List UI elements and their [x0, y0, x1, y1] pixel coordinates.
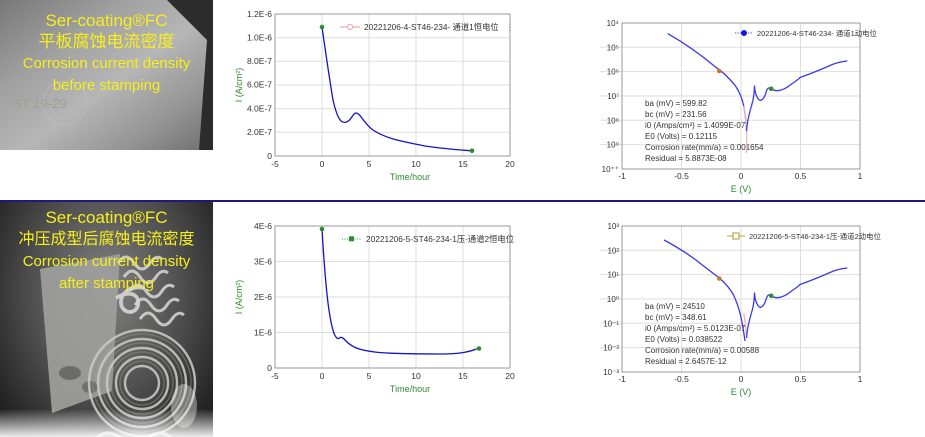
svg-text:-0.5: -0.5	[674, 171, 689, 181]
svg-text:Residual = 5.8873E-08: Residual = 5.8873E-08	[645, 154, 727, 163]
svg-text:ba (mV) = 24510: ba (mV) = 24510	[645, 302, 705, 311]
svg-text:-5: -5	[271, 371, 279, 381]
svg-text:0: 0	[739, 171, 744, 181]
svg-text:2.0E-7: 2.0E-7	[247, 127, 272, 137]
svg-text:bc (mV) = 231.56: bc (mV) = 231.56	[645, 110, 707, 119]
svg-text:0: 0	[320, 159, 325, 169]
svg-text:i0 (Amps/cm²) = 1.4099E-07: i0 (Amps/cm²) = 1.4099E-07	[645, 121, 746, 130]
svg-text:i0 (Amps/cm²) = 5.0123E-07: i0 (Amps/cm²) = 5.0123E-07	[645, 324, 746, 333]
svg-text:Corrosion rate(mm/a) = 0.00588: Corrosion rate(mm/a) = 0.00588	[645, 346, 760, 355]
svg-text:E (V): E (V)	[731, 387, 752, 397]
svg-text:0.5: 0.5	[795, 171, 807, 181]
svg-text:I (A/cm²): I (A/cm²)	[234, 68, 244, 103]
svg-text:1: 1	[858, 171, 863, 181]
svg-text:-0.5: -0.5	[674, 374, 689, 384]
svg-text:10: 10	[411, 159, 421, 169]
svg-text:Time/hour: Time/hour	[390, 172, 430, 182]
svg-text:E (V): E (V)	[731, 184, 752, 194]
svg-text:Time/hour: Time/hour	[390, 384, 430, 394]
svg-text:10: 10	[411, 371, 421, 381]
svg-text:15: 15	[458, 159, 468, 169]
svg-text:ba (mV) = 599.82: ba (mV) = 599.82	[645, 99, 708, 108]
svg-text:1E-6: 1E-6	[254, 328, 272, 338]
svg-text:20221206-5-ST46-234-1压-通道2恒电位: 20221206-5-ST46-234-1压-通道2恒电位	[366, 234, 514, 244]
svg-text:20: 20	[505, 159, 515, 169]
svg-text:bc (mV) = 348.61: bc (mV) = 348.61	[645, 313, 707, 322]
svg-text:0: 0	[320, 371, 325, 381]
svg-text:4.0E-7: 4.0E-7	[247, 103, 272, 113]
svg-text:3E-6: 3E-6	[254, 257, 272, 267]
svg-text:20: 20	[505, 371, 515, 381]
svg-text:-5: -5	[271, 159, 279, 169]
svg-text:1.0E-6: 1.0E-6	[247, 33, 272, 43]
svg-text:0.5: 0.5	[795, 374, 807, 384]
svg-text:6.0E-7: 6.0E-7	[247, 80, 272, 90]
svg-text:Residual = 2.6457E-12: Residual = 2.6457E-12	[645, 357, 727, 366]
svg-text:⋮: ⋮	[505, 22, 514, 32]
svg-text:4E-6: 4E-6	[254, 221, 272, 231]
svg-text:20221206-4-ST46-234- 通道1动电位: 20221206-4-ST46-234- 通道1动电位	[757, 29, 878, 38]
svg-text:I (A/cm²): I (A/cm²)	[234, 280, 244, 315]
svg-text:8.0E-7: 8.0E-7	[247, 56, 272, 66]
svg-text:2E-6: 2E-6	[254, 292, 272, 302]
svg-text:1.2E-6: 1.2E-6	[247, 9, 272, 19]
svg-text:5: 5	[367, 159, 372, 169]
svg-text:E0 (Volts) = 0.12115: E0 (Volts) = 0.12115	[645, 132, 718, 141]
svg-text:5: 5	[367, 371, 372, 381]
svg-text:0: 0	[739, 374, 744, 384]
svg-text:15: 15	[458, 371, 468, 381]
svg-text:E0 (Volts) = 0.038522: E0 (Volts) = 0.038522	[645, 335, 723, 344]
svg-text:20221206-5-ST46-234-1压-通道2动电位: 20221206-5-ST46-234-1压-通道2动电位	[749, 232, 881, 241]
svg-text:1: 1	[858, 374, 863, 384]
svg-text:20221206-4-ST46-234- 通道1恒电位: 20221206-4-ST46-234- 通道1恒电位	[364, 22, 499, 32]
